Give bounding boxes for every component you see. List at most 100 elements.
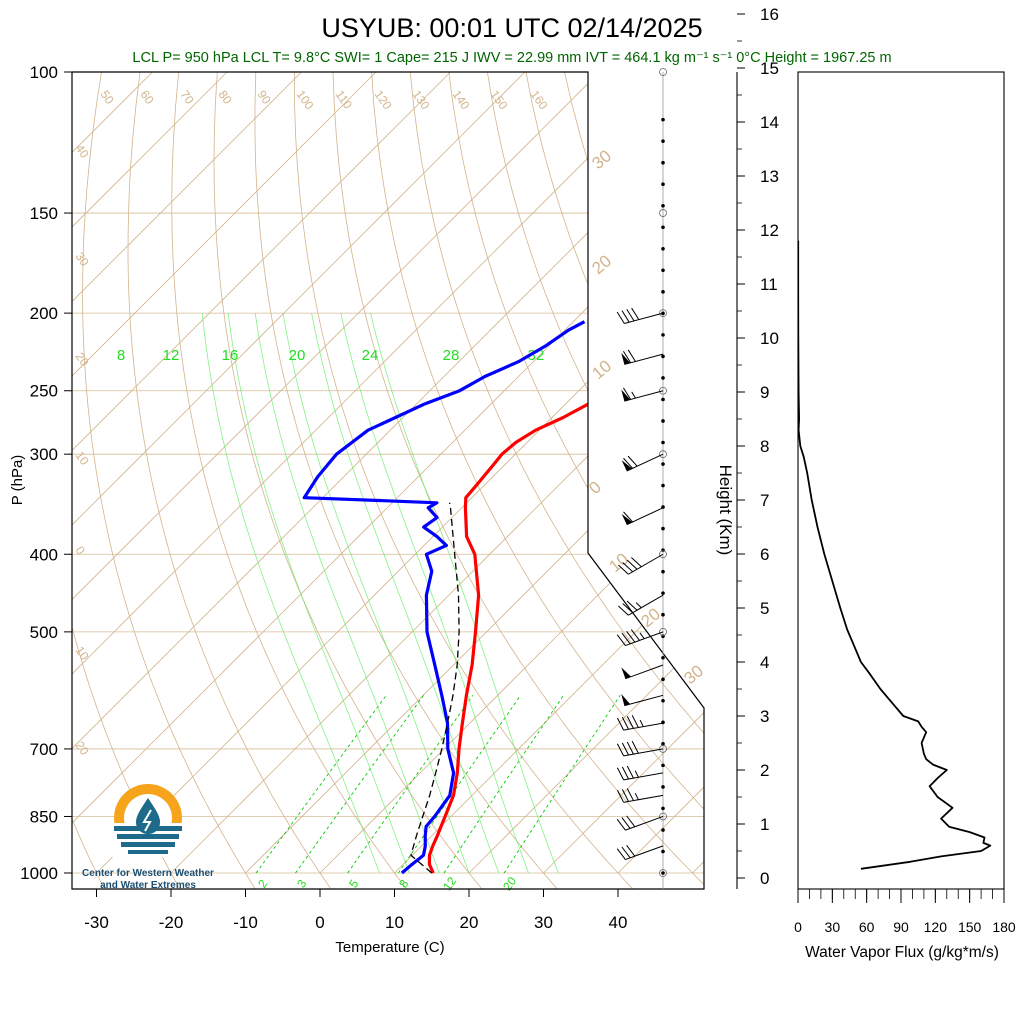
dry-adiabat — [912, 72, 1024, 890]
wind-level-dot — [661, 225, 665, 229]
mixing-ratio-label: 8 — [396, 877, 411, 891]
isotherm-line — [320, 72, 1024, 873]
wind-level-dot — [661, 161, 665, 165]
moist-adiabat — [202, 313, 379, 873]
moist-adiabat-label: 20 — [289, 347, 306, 364]
logo-wave-2 — [117, 834, 179, 839]
height-tick-label: 7 — [760, 491, 769, 510]
moist-adiabat-label: 28 — [443, 347, 460, 364]
dry-adiabat-label: 70 — [178, 88, 197, 107]
isotherm-label: 10 — [605, 549, 632, 576]
flux-tick-label: 60 — [859, 919, 875, 935]
dry-adiabat-label: 40 — [73, 142, 92, 161]
wind-level-dot — [661, 591, 665, 595]
wind-level-dot — [661, 527, 665, 531]
height-tick-label: 15 — [760, 59, 779, 78]
isotherm-line — [693, 72, 1024, 873]
mixing-ratio-label: 3 — [294, 877, 309, 891]
wind-level-dot — [661, 398, 665, 402]
dry-adiabat-label: 30 — [73, 250, 92, 269]
dry-adiabat-label: 120 — [372, 88, 395, 113]
dry-adiabat — [255, 72, 558, 890]
logo-wave-3 — [121, 842, 175, 847]
x-tick-label: 10 — [385, 913, 404, 932]
wind-level-dot — [661, 290, 665, 294]
wind-level-dot — [661, 269, 665, 273]
height-tick-label: 11 — [760, 275, 778, 294]
dry-adiabat — [214, 72, 483, 890]
wind-level-dot — [661, 462, 665, 466]
mixing-ratio-label: 5 — [346, 877, 361, 891]
y-tick-label: 500 — [30, 623, 58, 642]
dry-adiabat-label: 130 — [410, 88, 433, 113]
dry-adiabat — [410, 72, 860, 890]
dry-adiabat — [796, 72, 1024, 890]
wind-level-dot — [661, 204, 665, 208]
wind-level-dot — [661, 871, 665, 875]
dry-adiabat-label: 80 — [216, 88, 235, 107]
dry-adiabat — [294, 72, 633, 890]
wind-level-dot — [661, 764, 665, 768]
skew-t-y-axis-label: P (hPa) — [9, 455, 26, 506]
height-tick-label: 13 — [760, 167, 779, 186]
mixing-ratio-label: 12 — [440, 874, 459, 893]
dry-adiabat-label: 110 — [333, 88, 356, 112]
wind-level-dot — [661, 613, 665, 617]
mixing-ratio-label: 2 — [255, 877, 270, 891]
dry-adiabat — [83, 72, 256, 890]
isotherm-line — [469, 72, 1024, 873]
temperature-line — [429, 322, 703, 873]
flux-line — [798, 241, 990, 869]
y-tick-label: 300 — [30, 445, 58, 464]
wind-level-dot — [661, 182, 665, 186]
x-tick-label: 0 — [315, 913, 324, 932]
wind-level-dot — [661, 570, 665, 574]
dry-adiabat — [449, 72, 936, 890]
y-tick-label: 150 — [30, 204, 58, 223]
dry-adiabat-label: 0 — [73, 544, 88, 558]
wind-level-dot — [661, 807, 665, 811]
x-tick-label: -30 — [84, 913, 109, 932]
logo-line-2: and Water Extremes — [100, 880, 196, 891]
dewpoint-line — [304, 322, 584, 873]
wind-barb — [621, 388, 663, 401]
skew-t-frame — [72, 72, 704, 889]
dry-adiabat-label: 100 — [294, 88, 317, 113]
mixing-ratio-line — [504, 695, 620, 873]
cw3e-logo: Center for Western Weather and Water Ext… — [82, 784, 214, 891]
dry-adiabat-label: 20 — [73, 739, 92, 758]
wind-level-dot — [661, 355, 665, 359]
wind-level-dot — [661, 441, 665, 445]
isotherm-line — [0, 72, 749, 873]
moist-adiabat — [312, 313, 499, 873]
wind-barb — [617, 788, 663, 802]
logo-line-1: Center for Western Weather — [82, 868, 214, 879]
height-tick-label: 2 — [760, 761, 769, 780]
isotherm-label: 20 — [637, 604, 664, 631]
y-tick-label: 400 — [30, 545, 58, 564]
wind-barb — [617, 308, 663, 323]
wind-level-dot — [661, 484, 665, 488]
x-tick-label: 30 — [534, 913, 553, 932]
wind-barb — [622, 508, 663, 525]
wind-level-dot — [661, 118, 665, 122]
isotherm-line — [544, 72, 1024, 873]
isotherm-label: 30 — [588, 146, 615, 173]
isotherm-line — [97, 72, 898, 873]
dry-adiabat-label: 10 — [73, 449, 92, 468]
moist-adiabat — [341, 313, 529, 873]
flux-tick-label: 30 — [825, 919, 841, 935]
dry-adiabat-label: 10 — [73, 644, 92, 663]
mixing-ratio-label: 20 — [500, 874, 519, 893]
x-tick-label: -20 — [159, 913, 184, 932]
dry-adiabat — [128, 72, 332, 890]
dry-adiabat-label: 140 — [450, 88, 473, 113]
flux-y-axis-label: Height (Km) — [716, 465, 735, 556]
wind-level-dot — [661, 850, 665, 854]
isotherm-label: 10 — [588, 356, 615, 383]
logo-wave-4 — [128, 850, 168, 854]
wind-barb — [621, 350, 663, 364]
moist-adiabat-label: 16 — [222, 347, 239, 364]
dry-adiabat-label: 160 — [528, 88, 551, 113]
